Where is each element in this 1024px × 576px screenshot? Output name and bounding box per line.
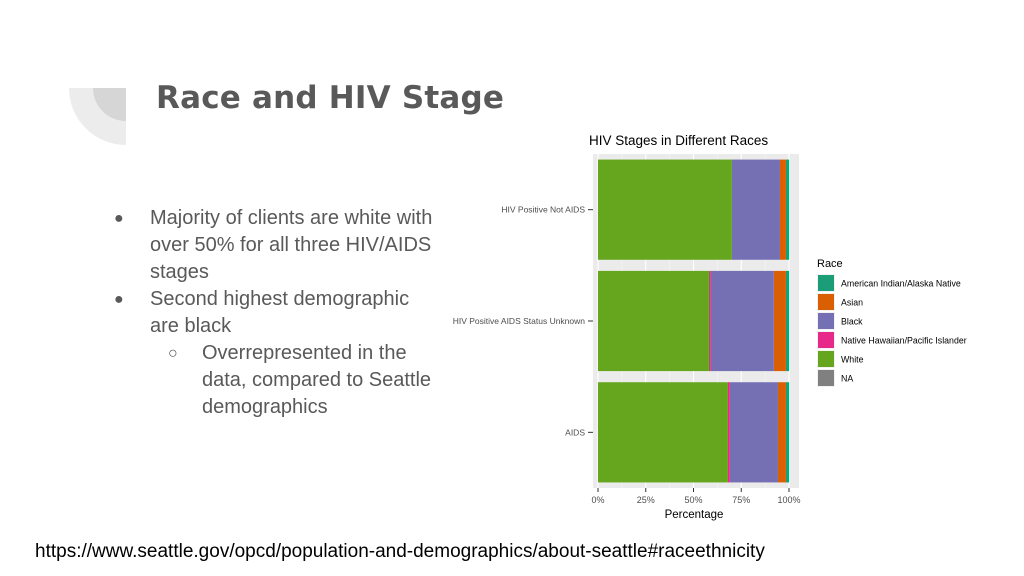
bar-segment	[779, 159, 786, 260]
bullet-dot-icon: ●	[114, 291, 124, 308]
decorative-quarter-circles	[0, 0, 140, 150]
x-tick-label: 100%	[777, 495, 800, 505]
legend-label: Black	[841, 317, 863, 327]
bullet-text: Second highest demographic are black	[150, 288, 410, 337]
legend-swatch	[818, 275, 834, 291]
stacked-bar-chart: HIV Stages in Different Races HIV Positi…	[430, 126, 1010, 526]
legend: Race American Indian/Alaska Native Asian B…	[817, 258, 967, 387]
sub-bullet-text: Overrepresented in the data, compared to…	[202, 342, 432, 418]
legend-title: Race	[817, 258, 843, 270]
bar-segment	[598, 159, 732, 260]
hollow-circle-icon: ○	[168, 345, 178, 362]
x-axis: 0% 25% 50% 75% 100%	[591, 488, 801, 505]
legend-label: American Indian/Alaska Native	[841, 279, 961, 289]
legend-swatch	[818, 370, 834, 386]
bar-segment	[710, 270, 774, 372]
chart-title: HIV Stages in Different Races	[589, 133, 768, 148]
x-tick-label: 75%	[732, 495, 750, 505]
x-tick-label: 0%	[591, 495, 604, 505]
bar-segment	[785, 159, 789, 260]
bar-segment	[708, 270, 711, 372]
bar-segment	[785, 382, 789, 483]
legend-swatch	[818, 294, 834, 310]
chart-svg: HIV Stages in Different Races HIV Positi…	[453, 133, 967, 521]
bar-segment	[773, 270, 786, 372]
legend-swatch	[818, 351, 834, 367]
x-tick-label: 25%	[637, 495, 655, 505]
bullet-item: ● Majority of clients are white with ove…	[110, 205, 440, 286]
x-tick-label: 50%	[684, 495, 702, 505]
legend-label: NA	[841, 374, 853, 384]
bullet-dot-icon: ●	[114, 210, 124, 227]
bar-segment	[729, 382, 778, 483]
y-axis: HIV Positive Not AIDS HIV Positive AIDS S…	[453, 205, 593, 437]
sub-bullet-item: ○ Overrepresented in the data, compared …	[110, 340, 440, 421]
bars-group	[598, 159, 789, 483]
bullet-text: Majority of clients are white with over …	[150, 207, 433, 283]
bar-segment	[777, 382, 786, 483]
y-tick-label: AIDS	[565, 427, 585, 437]
bar-segment	[598, 382, 728, 483]
bullet-item: ● Second highest demographic are black	[110, 286, 440, 340]
bullet-list: ● Majority of clients are white with ove…	[110, 205, 440, 421]
slide-title: Race and HIV Stage	[156, 80, 505, 116]
y-tick-label: HIV Positive AIDS Status Unknown	[453, 316, 586, 326]
legend-swatch	[818, 313, 834, 329]
x-axis-label: Percentage	[665, 509, 724, 521]
legend-label: Asian	[841, 298, 863, 308]
legend-label: White	[841, 355, 864, 365]
y-tick-label: HIV Positive Not AIDS	[501, 205, 585, 215]
bar-segment	[731, 159, 780, 260]
bar-segment	[785, 270, 789, 372]
bar-segment	[598, 270, 709, 372]
legend-label: Native Hawaiian/Pacific Islander	[841, 336, 967, 346]
source-url: https://www.seattle.gov/opcd/population-…	[35, 541, 765, 562]
bar-segment	[727, 382, 730, 483]
legend-swatch	[818, 332, 834, 348]
